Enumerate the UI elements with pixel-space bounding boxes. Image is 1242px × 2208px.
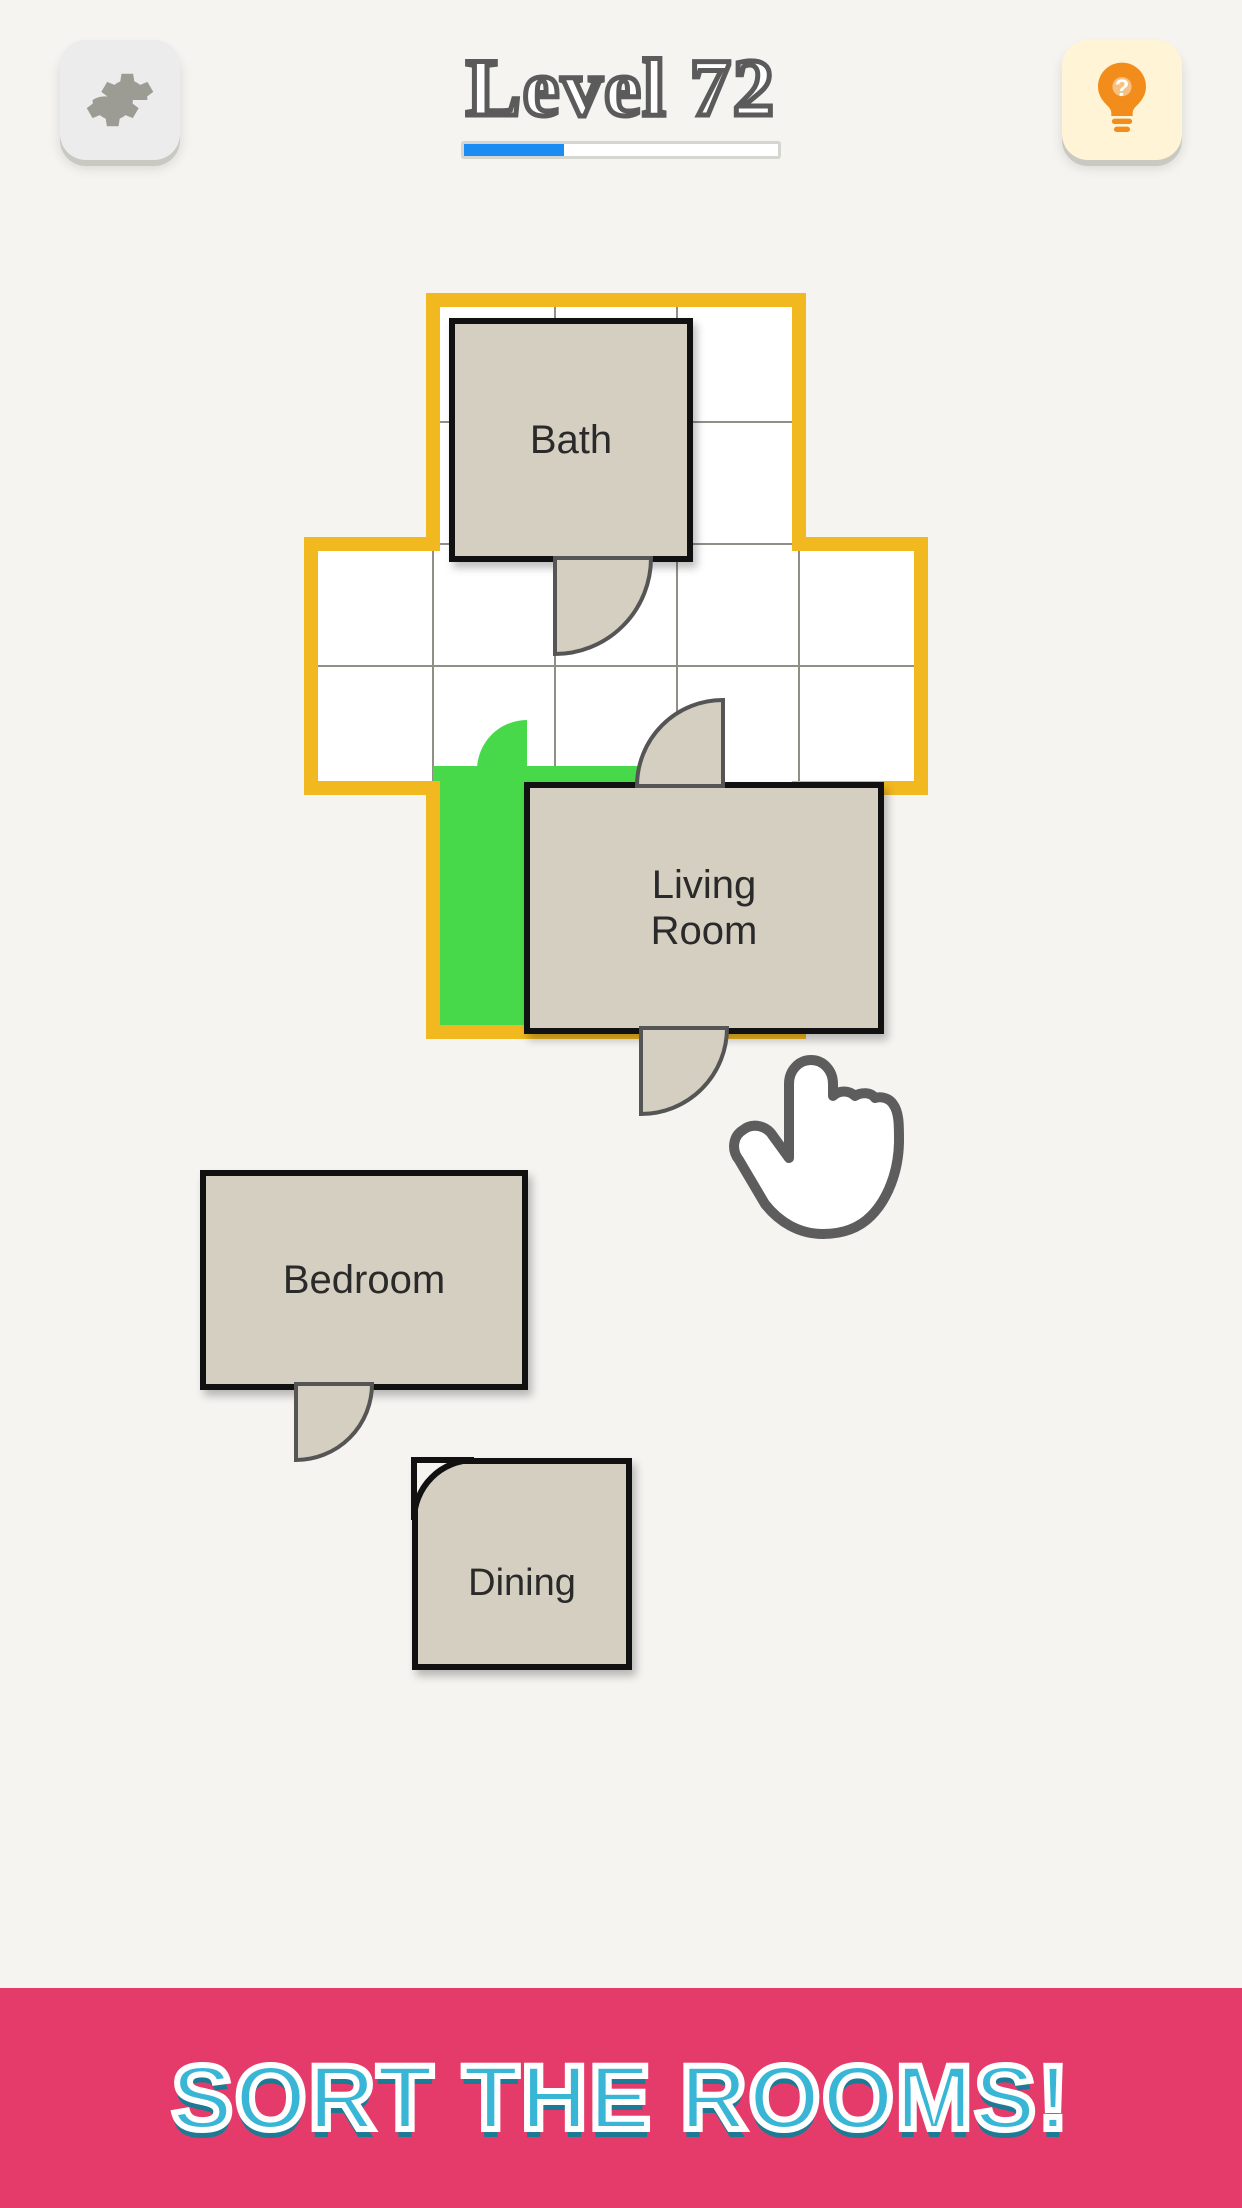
promo-banner-text: SORT THE ROOMS!: [172, 2046, 1071, 2151]
top-bar: Level 72 ?: [0, 30, 1242, 170]
door-arc-bath: [555, 558, 675, 678]
room-living-label: Living Room: [651, 862, 758, 954]
drag-hand-icon: [720, 1040, 930, 1260]
progress-fill: [464, 144, 564, 156]
room-bath[interactable]: Bath: [449, 318, 693, 562]
svg-text:?: ?: [1115, 75, 1130, 102]
room-bedroom-label: Bedroom: [283, 1257, 445, 1303]
settings-button[interactable]: [60, 40, 180, 160]
gear-icon: [85, 65, 155, 135]
hint-button[interactable]: ?: [1062, 40, 1182, 160]
room-dining-label: Dining: [468, 1562, 576, 1606]
progress-bar: [461, 141, 781, 159]
lightbulb-icon: ?: [1090, 60, 1154, 140]
level-indicator: Level 72: [461, 41, 781, 159]
level-title: Level 72: [466, 41, 776, 135]
room-bedroom[interactable]: Bedroom: [200, 1170, 528, 1390]
door-arc-living-top: [637, 700, 747, 810]
promo-banner: SORT THE ROOMS!: [0, 1988, 1242, 2208]
door-notch-dining: [414, 1460, 494, 1540]
door-arc-living-bottom: [641, 1028, 751, 1138]
room-living[interactable]: Living Room: [524, 782, 884, 1034]
room-bath-label: Bath: [530, 417, 612, 463]
door-arc-bedroom: [296, 1384, 396, 1484]
puzzle-board[interactable]: Bath Living Room: [311, 300, 931, 1020]
